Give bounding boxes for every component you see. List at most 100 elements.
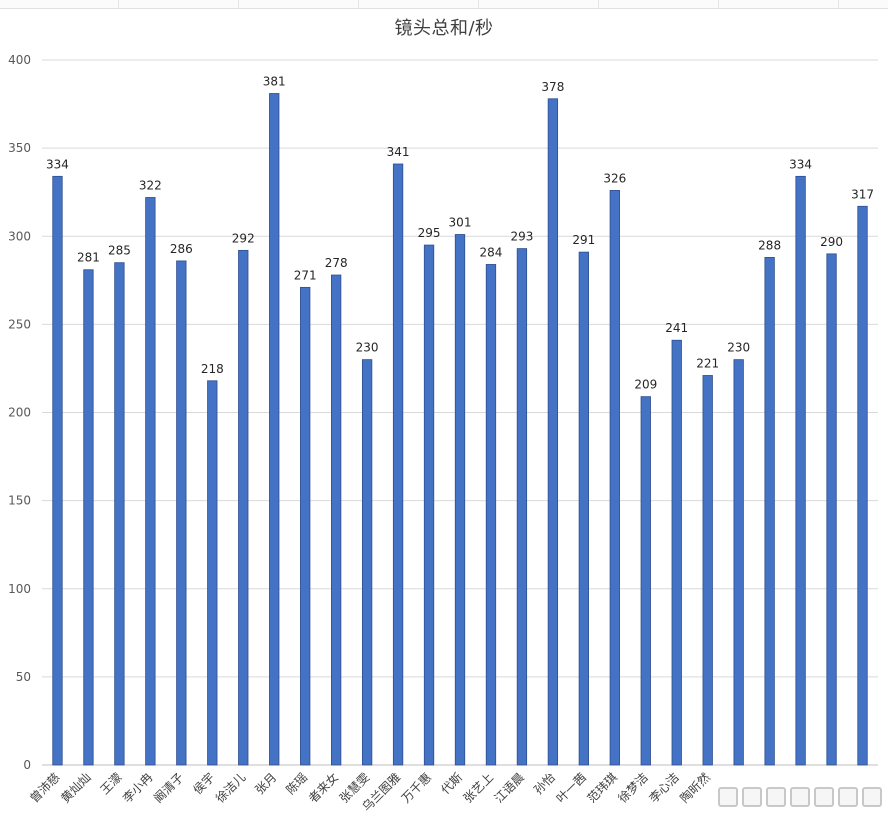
bar [702,375,713,766]
y-tick-label: 200 [8,406,31,420]
x-tick-label: 张月 [252,770,279,797]
bar [485,264,497,766]
bar [609,190,620,766]
watermark-icon [718,787,738,807]
bar [857,205,868,766]
data-label: 271 [294,268,317,282]
x-tick-label: 代斯 [438,770,465,797]
column-divider [358,0,359,8]
y-tick-label: 300 [8,229,31,243]
bar [764,256,775,766]
x-tick-label: 李小冉 [119,770,155,806]
bar [52,175,63,766]
x-tick-label: 孙怡 [531,770,558,797]
x-tick-label: 徐洁儿 [212,770,248,806]
bar [361,359,373,766]
watermark-icon [862,787,882,807]
x-tick-label: 侯宇 [191,770,218,797]
x-tick-label: 李心洁 [646,770,682,806]
x-tick-label: 阚清子 [150,770,186,806]
bar [392,163,404,766]
data-label: 295 [418,226,441,240]
data-label: 230 [356,341,379,355]
y-tick-label: 400 [8,53,31,67]
column-divider [478,0,479,8]
y-tick-label: 250 [8,317,31,331]
bar [238,249,249,766]
y-tick-label: 100 [8,582,31,596]
watermark-overlay [710,778,882,812]
data-label: 230 [727,341,750,355]
x-tick-label: 万千惠 [399,770,434,805]
data-label: 284 [480,245,503,259]
spreadsheet-column-header-strip [0,0,888,9]
bar [269,93,280,766]
data-label: 290 [820,235,843,249]
data-label: 341 [387,145,410,159]
data-label: 209 [634,378,657,392]
bar [176,260,187,766]
bar [114,262,125,766]
x-tick-label: 陶昕然 [677,770,713,806]
watermark-icon [742,787,762,807]
x-tick-label: 者来女 [305,770,341,806]
watermark-icon [790,787,810,807]
x-tick-label: 徐梦洁 [615,770,651,806]
x-tick-label: 范玮琪 [585,770,620,805]
bar [640,396,651,766]
x-tick-label: 曾沛慈 [27,770,63,806]
bar [454,234,466,766]
x-tick-label: 江语晨 [492,770,527,805]
data-label: 301 [449,215,472,229]
data-label: 381 [263,74,286,88]
data-label: 285 [108,244,131,258]
data-label: 288 [758,238,781,252]
watermark-icon [838,787,858,807]
data-label: 334 [46,157,69,171]
bar [83,269,94,766]
column-divider [118,0,119,8]
bar [578,251,590,766]
bar [795,175,806,766]
x-tick-label: 黄灿灿 [58,770,93,805]
data-label: 281 [77,251,100,265]
x-tick-label: 叶一茜 [554,770,589,805]
y-tick-label: 350 [8,141,31,155]
bar [733,359,744,766]
column-divider [838,0,839,8]
data-label: 292 [232,231,255,245]
y-tick-label: 0 [23,758,31,772]
x-tick-label: 陈瑶 [283,770,311,798]
data-label: 293 [510,230,533,244]
data-label: 334 [789,157,812,171]
bar [423,244,435,766]
bar [145,197,156,766]
data-label: 291 [572,233,595,247]
y-tick-label: 50 [16,670,31,684]
bar [330,274,342,766]
x-tick-label: 王濛 [98,770,125,797]
data-label: 326 [603,171,626,185]
data-label: 241 [665,321,688,335]
column-divider [598,0,599,8]
y-tick-label: 150 [8,494,31,508]
bar [671,339,682,766]
bar [547,98,559,766]
data-label: 278 [325,256,348,270]
watermark-icon [814,787,834,807]
column-divider [718,0,719,8]
bar [207,380,218,766]
bar [300,286,311,766]
data-label: 317 [851,187,874,201]
data-label: 286 [170,242,193,256]
data-label: 221 [696,356,719,370]
watermark-icon [766,787,786,807]
chart-title: 镜头总和/秒 [394,18,494,39]
column-divider [238,0,239,8]
data-label: 378 [541,80,564,94]
bar [516,248,528,766]
data-label: 218 [201,362,224,376]
data-label: 322 [139,178,162,192]
